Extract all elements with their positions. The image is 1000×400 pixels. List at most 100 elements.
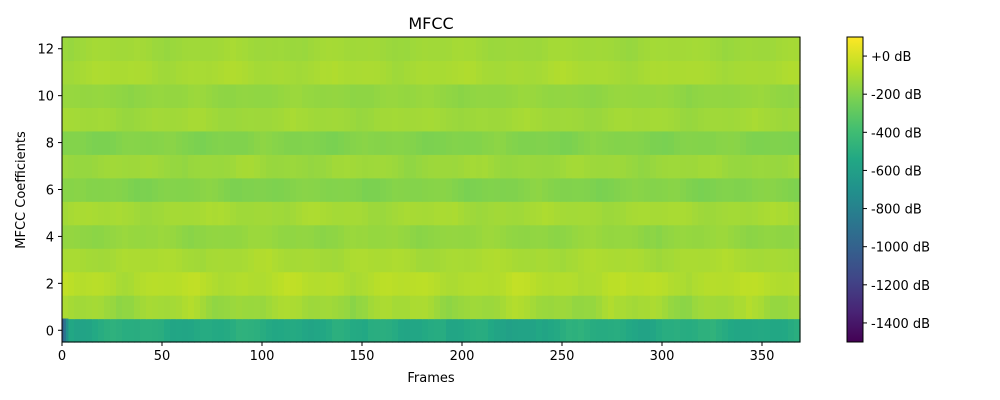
- heatmap-cell: [176, 295, 183, 320]
- heatmap-cell: [356, 248, 363, 273]
- heatmap-cell: [374, 318, 381, 343]
- heatmap-cell: [536, 201, 543, 226]
- heatmap-cell: [128, 154, 135, 179]
- heatmap-cell: [518, 248, 525, 273]
- heatmap-cell: [392, 177, 399, 202]
- heatmap-cell: [614, 201, 621, 226]
- heatmap-cell: [536, 107, 543, 132]
- heatmap-cell: [284, 107, 291, 132]
- heatmap-cell: [242, 177, 249, 202]
- heatmap-cell: [704, 177, 711, 202]
- heatmap-cell: [782, 201, 789, 226]
- heatmap-cell: [74, 224, 81, 249]
- heatmap-cell: [86, 271, 93, 296]
- heatmap-cell: [470, 107, 477, 132]
- heatmap-cell: [740, 248, 747, 273]
- heatmap-cell: [104, 177, 111, 202]
- heatmap-cell: [380, 60, 387, 85]
- heatmap-cell: [314, 271, 321, 296]
- heatmap-cell: [686, 154, 693, 179]
- heatmap-cell: [626, 318, 633, 343]
- heatmap-cell: [644, 201, 651, 226]
- heatmap-cell: [176, 107, 183, 132]
- heatmap-cell: [206, 130, 213, 155]
- heatmap-cell: [500, 154, 507, 179]
- heatmap-cell: [452, 295, 459, 320]
- heatmap-cell: [560, 318, 567, 343]
- heatmap-cell: [674, 83, 681, 108]
- heatmap-cell: [662, 83, 669, 108]
- heatmap-cell: [560, 37, 567, 62]
- heatmap-cell: [248, 37, 255, 62]
- heatmap-cell: [650, 295, 657, 320]
- heatmap-cell: [290, 60, 297, 85]
- heatmap-cell: [194, 130, 201, 155]
- heatmap-cell: [344, 271, 351, 296]
- heatmap-cell: [98, 154, 105, 179]
- heatmap-cell: [218, 107, 225, 132]
- heatmap-cell: [410, 271, 417, 296]
- heatmap-cell: [236, 83, 243, 108]
- heatmap-cell: [428, 37, 435, 62]
- heatmap-cell: [62, 177, 69, 202]
- heatmap-cell: [362, 271, 369, 296]
- heatmap-cell: [704, 318, 711, 343]
- heatmap-cell: [146, 37, 153, 62]
- heatmap-cell: [542, 201, 549, 226]
- heatmap-cell: [104, 318, 111, 343]
- heatmap-cell: [554, 318, 561, 343]
- heatmap-cell: [632, 107, 639, 132]
- heatmap-cell: [200, 130, 207, 155]
- heatmap-cell: [254, 177, 261, 202]
- heatmap-cell: [446, 107, 453, 132]
- heatmap-cell: [212, 295, 219, 320]
- heatmap-cell: [302, 60, 309, 85]
- heatmap-cell: [692, 177, 699, 202]
- heatmap-cell: [752, 83, 759, 108]
- heatmap-cell: [428, 154, 435, 179]
- colorbar-tick-label: -200 dB: [871, 88, 922, 103]
- heatmap-cell: [416, 201, 423, 226]
- heatmap-cell: [428, 224, 435, 249]
- heatmap-cell: [530, 271, 537, 296]
- heatmap-cell: [188, 295, 195, 320]
- heatmap-cell: [674, 201, 681, 226]
- heatmap-cell: [722, 130, 729, 155]
- heatmap-cell: [356, 201, 363, 226]
- heatmap-cell: [686, 224, 693, 249]
- heatmap-cell: [260, 60, 267, 85]
- heatmap-cell: [686, 107, 693, 132]
- heatmap-cell: [236, 154, 243, 179]
- heatmap-cell: [770, 177, 777, 202]
- heatmap-cell: [308, 107, 315, 132]
- heatmap-cell: [128, 201, 135, 226]
- heatmap-cell: [182, 60, 189, 85]
- heatmap-cell: [458, 60, 465, 85]
- heatmap-cell: [494, 107, 501, 132]
- heatmap-cell: [140, 60, 147, 85]
- heatmap-cell: [104, 271, 111, 296]
- heatmap-cell: [452, 60, 459, 85]
- heatmap-cell: [278, 37, 285, 62]
- x-tick-label: 200: [450, 349, 475, 364]
- heatmap-cell: [362, 83, 369, 108]
- heatmap-cell: [410, 154, 417, 179]
- heatmap-cell: [338, 154, 345, 179]
- heatmap-cell: [422, 177, 429, 202]
- heatmap-cell: [296, 154, 303, 179]
- heatmap-cell: [626, 107, 633, 132]
- heatmap-cell: [260, 201, 267, 226]
- heatmap-cell: [68, 201, 75, 226]
- heatmap-cell: [68, 177, 75, 202]
- heatmap-cell: [332, 130, 339, 155]
- heatmap-cell: [392, 271, 399, 296]
- heatmap-cell: [164, 107, 171, 132]
- heatmap-cell: [686, 177, 693, 202]
- heatmap-cell: [386, 271, 393, 296]
- heatmap-cell: [506, 130, 513, 155]
- heatmap-cell: [284, 201, 291, 226]
- heatmap-cell: [410, 83, 417, 108]
- heatmap-cell: [638, 177, 645, 202]
- heatmap-cell: [230, 248, 237, 273]
- heatmap-cell: [758, 248, 765, 273]
